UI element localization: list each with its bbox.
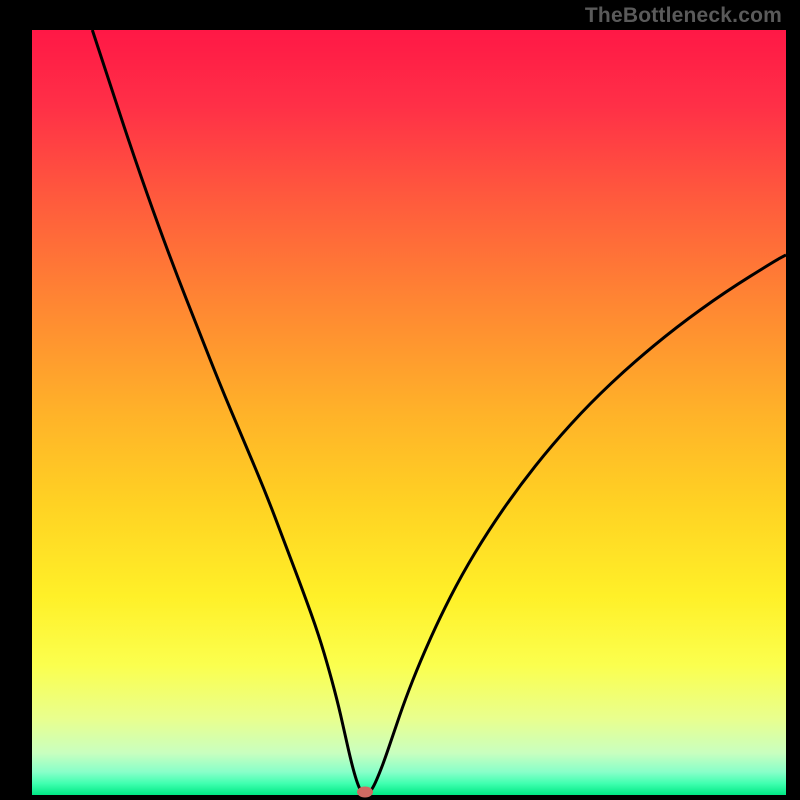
chart-container: TheBottleneck.com [0, 0, 800, 800]
watermark-text: TheBottleneck.com [585, 4, 782, 28]
plot-area [32, 30, 786, 795]
bottleneck-curve [32, 30, 786, 795]
curve-path [92, 30, 786, 794]
minimum-marker [357, 786, 373, 797]
